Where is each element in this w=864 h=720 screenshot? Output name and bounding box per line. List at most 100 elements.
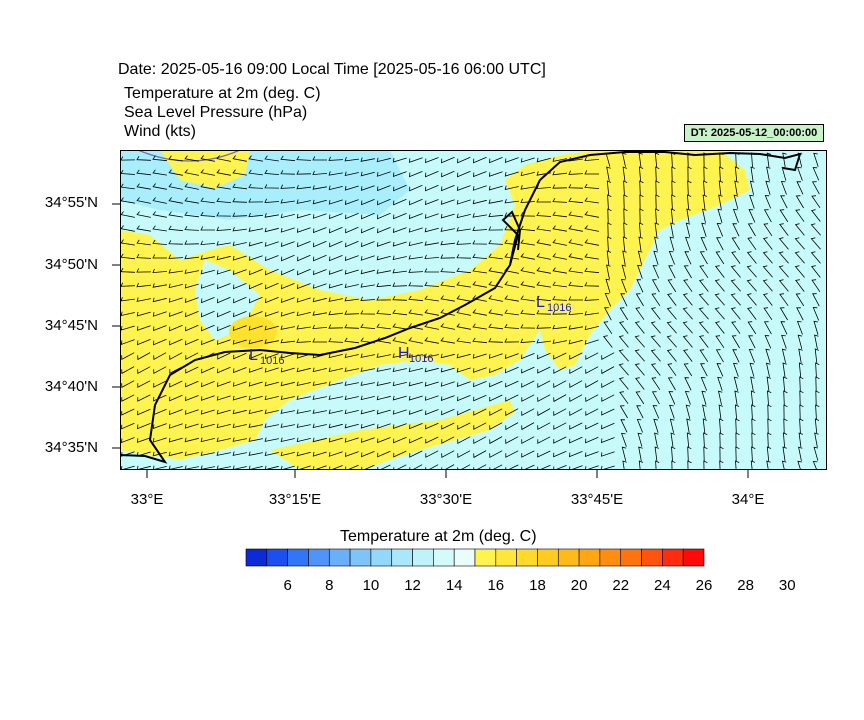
wind-barb (472, 267, 487, 274)
wind-barb (553, 380, 567, 388)
colorbar-swatch (349, 548, 372, 567)
x-tick-label: 33°45'E (570, 491, 624, 508)
wind-barb (168, 297, 183, 303)
wind-barb (686, 194, 692, 210)
wind-barb (622, 250, 627, 265)
wind-barb (296, 395, 311, 400)
wind-barb (248, 227, 263, 232)
wind-barb (489, 367, 503, 374)
wind-barb (136, 197, 151, 204)
wind-barb (489, 464, 503, 470)
wind-barb (296, 311, 311, 317)
wind-barb (602, 335, 613, 348)
wind-barb (618, 335, 629, 348)
wind-barb (552, 184, 568, 189)
wind-barb (329, 226, 343, 234)
wind-barb (121, 437, 135, 444)
wind-barb (264, 339, 279, 344)
wind-barb (504, 198, 519, 204)
pressure-center-value: 1016 (409, 353, 433, 365)
wind-barb (701, 208, 707, 223)
wind-barb (635, 293, 644, 307)
wind-barb (734, 390, 739, 405)
wind-barb (184, 254, 200, 260)
wind-barb (393, 213, 407, 220)
wind-barb (735, 460, 740, 470)
wind-barb (280, 423, 295, 428)
wind-barb (797, 166, 803, 181)
warm-region-northwest (160, 150, 250, 188)
wind-barb (121, 352, 135, 360)
wind-barb (504, 309, 519, 316)
wind-barb (618, 349, 629, 362)
wind-barb (795, 279, 805, 292)
wind-barb (360, 367, 375, 372)
wind-barb (425, 199, 439, 206)
wind-barb (184, 437, 199, 443)
wind-barb (488, 239, 504, 245)
wind-barb (569, 436, 583, 444)
wind-barb (169, 324, 183, 332)
wind-barb (652, 265, 660, 279)
wind-barb (667, 363, 677, 376)
wind-barb (232, 269, 247, 275)
wind-barb (505, 450, 519, 458)
wind-barb (767, 390, 772, 406)
wind-barb (715, 349, 724, 363)
wind-barb (200, 169, 215, 176)
wind-barb (280, 325, 295, 330)
wind-barb (408, 241, 423, 247)
wind-barb (811, 181, 820, 195)
wind-barb (488, 338, 504, 343)
wind-barb (504, 171, 519, 177)
wind-barb (814, 418, 820, 434)
variable-wind: Wind (kts) (124, 123, 196, 140)
wind-barb (472, 226, 488, 231)
wind-barb (651, 377, 661, 391)
wind-barb (376, 241, 391, 247)
wind-barb (264, 353, 279, 359)
wind-barb (521, 408, 535, 416)
wind-barb (425, 464, 439, 470)
wind-barb (168, 451, 183, 457)
wind-barb (216, 226, 232, 231)
wind-barb (619, 391, 629, 404)
wind-barb (520, 171, 535, 177)
wind-barb (782, 432, 788, 448)
wind-barb (655, 194, 660, 210)
wind-barb (730, 307, 741, 320)
wind-barb (328, 367, 343, 373)
wind-barb (312, 283, 327, 289)
wind-barb (200, 437, 215, 443)
wind-barb (783, 390, 788, 406)
wind-barb (120, 239, 135, 246)
wind-barb (360, 296, 376, 301)
wind-barb (152, 423, 167, 429)
wind-barb (489, 422, 503, 430)
wind-barb (328, 409, 343, 415)
wind-barb (312, 451, 327, 457)
wind-barb (472, 199, 487, 205)
wind-barb (698, 335, 709, 348)
wind-barb (653, 418, 659, 433)
wind-barb (782, 446, 787, 461)
wind-barb (280, 367, 295, 373)
wind-barb (715, 335, 725, 349)
colorbar-tick-label: 26 (695, 577, 713, 594)
wind-barb (685, 404, 691, 419)
wind-barb (650, 349, 661, 362)
wind-barb (686, 208, 691, 223)
wind-barb (536, 267, 551, 274)
wind-barb (216, 437, 231, 443)
wind-barb (441, 185, 455, 192)
wind-barb (654, 446, 660, 461)
wind-barb (296, 184, 312, 190)
wind-barb (521, 422, 535, 431)
wind-barb (312, 409, 327, 414)
wind-barb (232, 437, 247, 442)
wind-barb (441, 450, 455, 458)
wind-barb (376, 423, 391, 429)
wind-barb (376, 309, 392, 315)
colorbar-swatch (328, 548, 351, 567)
wind-barb (667, 377, 676, 391)
